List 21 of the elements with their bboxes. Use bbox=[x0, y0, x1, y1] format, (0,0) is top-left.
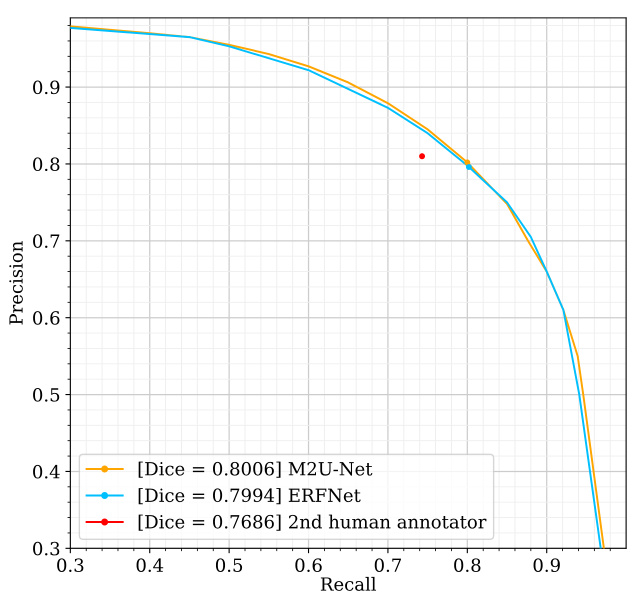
x-axis-title: Recall bbox=[320, 576, 376, 591]
x-tick-label: 0.8 bbox=[454, 558, 480, 572]
legend-label: [Dice = 0.8006] M2U-Net bbox=[138, 462, 372, 478]
x-tick-label: 0.7 bbox=[374, 558, 401, 572]
point bbox=[466, 164, 472, 170]
legend-label: [Dice = 0.7686] 2nd human annotator bbox=[138, 514, 486, 531]
point bbox=[419, 153, 426, 160]
legend-label: [Dice = 0.7994] ERFNet bbox=[138, 488, 361, 504]
x-tick-label: 0.9 bbox=[534, 558, 560, 572]
y-tick-label: 0.8 bbox=[33, 157, 60, 172]
y-axis-title: Precision bbox=[9, 241, 23, 325]
y-tick-label: 0.7 bbox=[33, 234, 60, 248]
y-tick-label: 0.5 bbox=[33, 388, 60, 402]
y-tick-label: 0.4 bbox=[33, 464, 60, 479]
x-tick-label: 0.6 bbox=[295, 558, 322, 572]
y-tick-label: 0.3 bbox=[33, 542, 60, 556]
y-tick-label: 0.6 bbox=[33, 311, 60, 325]
x-tick-label: 0.3 bbox=[57, 558, 84, 572]
y-tick-label: 0.9 bbox=[33, 80, 60, 94]
x-tick-label: 0.5 bbox=[216, 558, 242, 572]
x-tick-label: 0.4 bbox=[136, 558, 164, 572]
